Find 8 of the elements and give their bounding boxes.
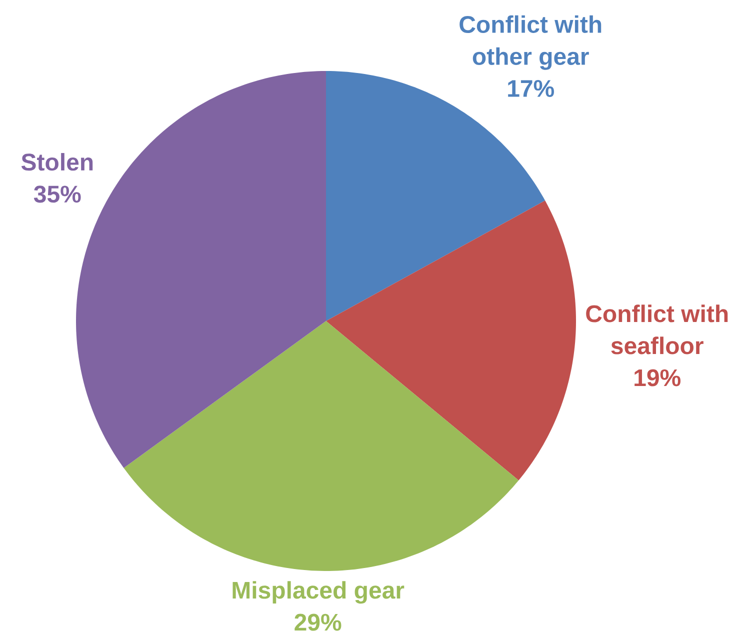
data-label: 17% [508,80,554,97]
data-label: 35% [34,186,81,203]
slice-label: Misplaced gear [232,581,404,604]
data-label: 29% [294,614,342,631]
slice-label: Stolen [21,153,93,171]
slice-label: Conflict with other gear [460,15,602,70]
slice-label: Conflict with seafloor [586,304,728,354]
data-label: 19% [634,369,680,386]
